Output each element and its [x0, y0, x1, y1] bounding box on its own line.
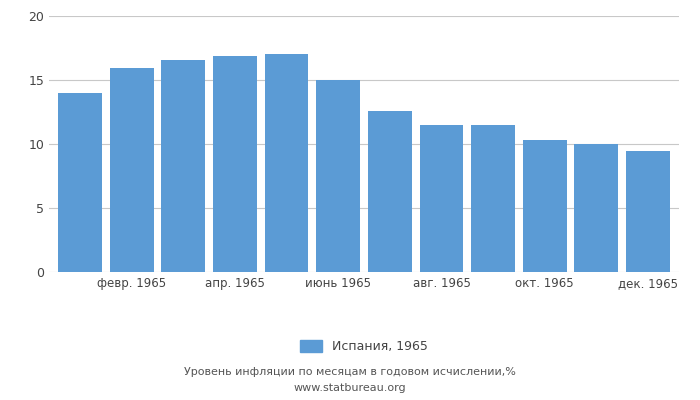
Bar [419, 125, 463, 272]
Bar [213, 56, 257, 272]
Bar [368, 111, 412, 272]
Text: www.statbureau.org: www.statbureau.org [294, 383, 406, 393]
Bar [523, 140, 567, 272]
Legend: Испания, 1965: Испания, 1965 [295, 334, 433, 358]
Bar [316, 80, 360, 272]
Bar [626, 151, 670, 272]
Bar [161, 60, 205, 272]
Bar [471, 124, 515, 272]
Bar [110, 68, 153, 272]
Bar [58, 93, 102, 272]
Bar [265, 54, 309, 272]
Text: Уровень инфляции по месяцам в годовом исчислении,%: Уровень инфляции по месяцам в годовом ис… [184, 367, 516, 377]
Bar [575, 144, 618, 272]
